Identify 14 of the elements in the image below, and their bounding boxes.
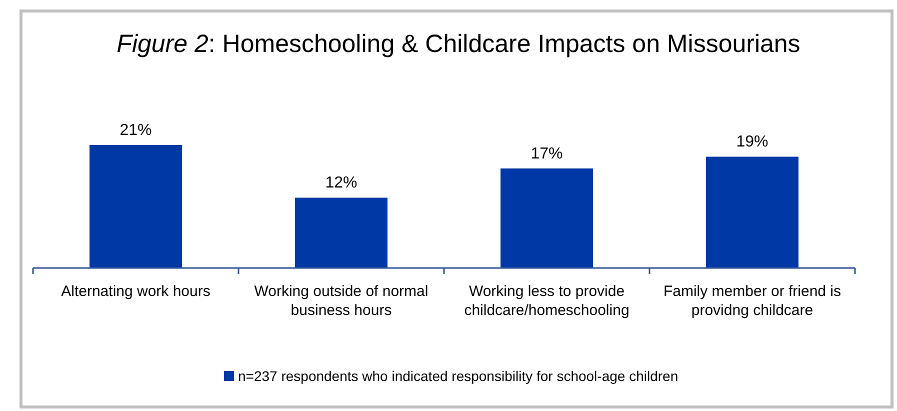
bar [500, 168, 593, 268]
x-tick-label: Working outside of normal business hours [254, 283, 428, 319]
bar [706, 156, 798, 268]
chart-title: Figure 2: Homeschooling & Childcare Impacts on Missourians [116, 30, 800, 58]
data-label: 19% [736, 134, 768, 151]
bar [90, 145, 182, 268]
x-tick-label: Working less to provide childcare/homeschooling [464, 283, 630, 319]
x-tick-label: Family member or friend is providng childcare [663, 283, 842, 319]
data-label: 12% [325, 174, 358, 192]
data-label: 17% [530, 145, 563, 162]
x-tick-label: Alternating work hours [61, 283, 210, 300]
legend-label: n=237 respondents who indicated responsibility for school-age children [238, 368, 678, 384]
bar [295, 198, 388, 268]
data-label: 21% [120, 122, 152, 139]
